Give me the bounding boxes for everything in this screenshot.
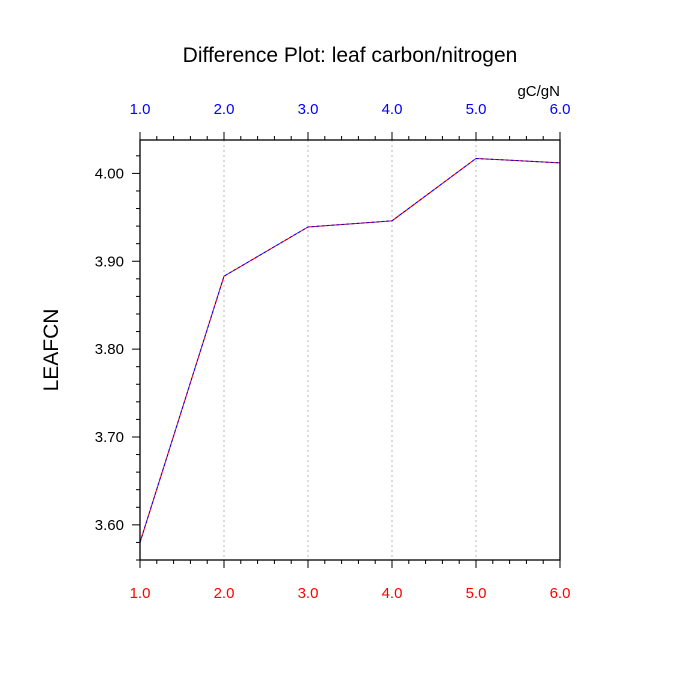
- chart-title: Difference Plot: leaf carbon/nitrogen: [183, 44, 518, 67]
- x-tick-label: 6.0: [550, 585, 571, 602]
- grid-lines: [223, 140, 477, 560]
- y-tick-label: 3.80: [95, 341, 124, 358]
- tick-labels: 1.0 1.0 2.0 2.0 3.0 3.0 4.0 4.0 5.0 5.0 6.0 6.0 3.60…: [95, 101, 571, 602]
- data-lines: [139, 157, 561, 543]
- series-line-series-2: [139, 157, 561, 543]
- x-tick-label: 2.0: [214, 585, 235, 602]
- x-top-tick-label: 3.0: [298, 101, 319, 118]
- y-axis-label: LEAFCN: [40, 309, 63, 392]
- units-label: gC/gN: [517, 83, 560, 100]
- y-tick-label: 4.00: [95, 165, 124, 182]
- x-tick-label: 1.0: [130, 585, 151, 602]
- series-line-series-1: [139, 157, 561, 543]
- tick-marks: [132, 132, 561, 568]
- x-top-tick-label: 2.0: [214, 101, 235, 118]
- x-top-tick-label: 4.0: [382, 101, 403, 118]
- x-top-tick-label: 5.0: [466, 101, 487, 118]
- x-tick-label: 3.0: [298, 585, 319, 602]
- y-tick-label: 3.70: [95, 429, 124, 446]
- x-tick-label: 4.0: [382, 585, 403, 602]
- plot-frame: [139, 139, 561, 561]
- x-top-tick-label: 6.0: [550, 101, 571, 118]
- x-tick-label: 5.0: [466, 585, 487, 602]
- y-tick-label: 3.60: [95, 517, 124, 534]
- y-tick-label: 3.90: [95, 253, 124, 270]
- x-top-tick-label: 1.0: [130, 101, 151, 118]
